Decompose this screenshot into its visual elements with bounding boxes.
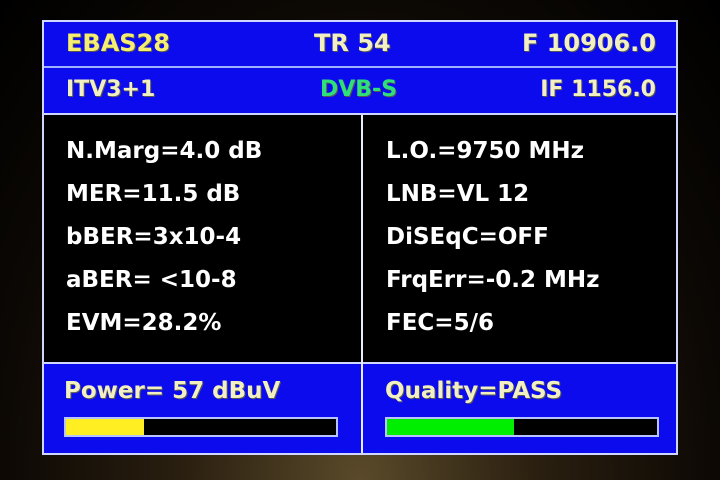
bber: bBER=3x10-4	[66, 224, 242, 250]
noise-margin: N.Marg=4.0 dB	[66, 138, 263, 164]
frequency-error: FrqErr=-0.2 MHz	[386, 267, 600, 293]
quality-bar	[385, 417, 659, 437]
local-oscillator: L.O.=9750 MHz	[386, 138, 584, 164]
measurements: N.Marg=4.0 dB MER=11.5 dB bBER=3x10-4 aB…	[44, 115, 676, 362]
fec: FEC=5/6	[386, 310, 494, 336]
meter-screen: EBAS28 TR 54 F 10906.0 ITV3+1 DVB-S IF 1…	[42, 20, 678, 455]
satellite-name: EBAS28	[66, 29, 170, 57]
power-bar	[64, 417, 338, 437]
transponder: TR 54	[314, 29, 391, 57]
aber: aBER= <10-8	[66, 267, 237, 293]
level-panel: Power= 57 dBuV Quality=PASS	[44, 362, 676, 453]
column-divider	[361, 115, 363, 453]
quality-label: Quality=PASS	[385, 378, 563, 404]
subheader-bar: ITV3+1 DVB-S IF 1156.0	[44, 68, 676, 115]
lnb: LNB=VL 12	[386, 181, 530, 207]
channel-name: ITV3+1	[66, 77, 156, 102]
if-frequency: IF 1156.0	[540, 77, 656, 102]
mer: MER=11.5 dB	[66, 181, 241, 207]
power-label: Power= 57 dBuV	[64, 378, 281, 404]
quality-bar-fill	[387, 419, 514, 435]
header-bar: EBAS28 TR 54 F 10906.0	[44, 22, 676, 68]
power-bar-fill	[66, 419, 145, 435]
standard: DVB-S	[320, 77, 398, 102]
frequency: F 10906.0	[521, 29, 656, 57]
evm: EVM=28.2%	[66, 310, 222, 336]
diseqc: DiSEqC=OFF	[386, 224, 549, 250]
